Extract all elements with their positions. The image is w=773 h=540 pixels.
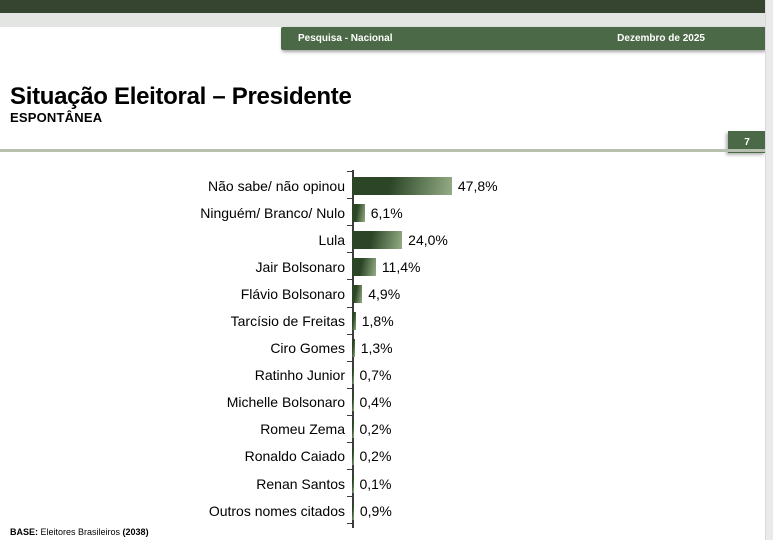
chart-row: Lula 24,0% [0, 226, 765, 253]
title-divider [0, 149, 765, 152]
page-number-badge: 7 [728, 131, 765, 153]
bar-zone: 0,2% [352, 416, 391, 443]
footer-base-text: Eleitores Brasileiros [38, 527, 123, 537]
category-label: Outros nomes citados [208, 502, 345, 519]
value-label: 24,0% [408, 231, 448, 248]
chart-row: Renan Santos 0,1% [0, 470, 765, 497]
axis-tick [347, 496, 352, 498]
bar-zone: 4,9% [352, 280, 400, 307]
category-label: Jair Bolsonaro [255, 258, 346, 275]
data-bar [352, 284, 363, 303]
category-label: Ronaldo Caiado [244, 448, 345, 465]
axis-tick [347, 171, 352, 172]
chart-row: Michelle Bolsonaro 0,4% [0, 389, 765, 416]
value-label: 0,2% [359, 448, 392, 465]
category-label: Flávio Bolsonaro [240, 285, 345, 302]
chart-row: Romeu Zema 0,2% [0, 416, 765, 443]
value-label: 1,3% [360, 340, 393, 357]
data-bar [352, 447, 354, 466]
data-bar [352, 339, 355, 358]
category-label: Michelle Bolsonaro [226, 394, 345, 411]
category-label: Ninguém/ Branco/ Nulo [200, 204, 345, 221]
banner-survey-label: Pesquisa - Nacional [298, 33, 393, 44]
data-bar [352, 312, 356, 331]
axis-tick [347, 442, 352, 443]
chart-row: Ciro Gomes 1,3% [0, 335, 765, 362]
bar-zone: 0,2% [352, 443, 391, 470]
value-label: 0,4% [359, 394, 392, 411]
bar-zone: 0,7% [352, 362, 391, 389]
axis-tick [347, 252, 352, 254]
category-label: Romeu Zema [260, 421, 345, 438]
chart-row: Ninguém/ Branco/ Nulo 6,1% [0, 199, 765, 226]
data-bar [352, 474, 354, 493]
axis-tick [347, 387, 352, 389]
axis-tick [347, 279, 352, 281]
bar-zone: 11,4% [352, 253, 420, 280]
data-bar [352, 420, 354, 439]
chart-row: Jair Bolsonaro 11,4% [0, 253, 765, 280]
axis-tick [347, 333, 352, 335]
axis-tick [347, 360, 352, 362]
value-label: 0,2% [359, 421, 392, 438]
data-bar [352, 393, 354, 412]
axis-tick [347, 306, 352, 308]
axis-tick [347, 198, 352, 200]
data-bar [352, 366, 354, 385]
category-label: Ratinho Junior [254, 367, 345, 384]
category-label: Ciro Gomes [270, 340, 345, 357]
banner-date-label: Dezembro de 2025 [617, 33, 705, 44]
data-bar [352, 230, 403, 249]
value-label: 0,9% [359, 502, 392, 519]
footer-base-count: (2038) [122, 527, 149, 537]
bar-zone: 1,8% [352, 307, 394, 334]
data-bar [352, 176, 452, 195]
chart-row: Ratinho Junior 0,7% [0, 362, 765, 389]
axis-tick [347, 469, 352, 471]
value-label: 4,9% [368, 285, 401, 302]
bar-zone: 0,9% [352, 497, 392, 524]
bar-zone: 1,3% [352, 335, 393, 362]
page-subtitle: ESPONTÂNEA [10, 110, 103, 125]
chart-row: Flávio Bolsonaro 4,9% [0, 280, 765, 307]
bar-chart: Não sabe/ não opinou 47,8% Ninguém/ Branco… [0, 170, 765, 532]
chart-row: Ronaldo Caiado 0,2% [0, 443, 765, 470]
category-label: Tarcísio de Freitas [230, 313, 345, 330]
bar-zone: 24,0% [352, 226, 448, 253]
bar-zone: 0,4% [352, 389, 391, 416]
top-gray-strip [0, 13, 765, 27]
value-label: 0,1% [359, 475, 392, 492]
data-bar [352, 257, 376, 276]
bar-zone: 6,1% [352, 199, 403, 226]
top-accent-bar [0, 0, 765, 13]
category-label: Renan Santos [256, 475, 345, 492]
header-banner: Pesquisa - Nacional Dezembro de 2025 [281, 27, 765, 50]
bar-zone: 47,8% [352, 172, 498, 199]
category-label: Não sabe/ não opinou [208, 177, 345, 194]
chart-row: Não sabe/ não opinou 47,8% [0, 172, 765, 199]
viewer-right-gutter [765, 0, 773, 540]
axis-tick [347, 225, 352, 227]
chart-row: Tarcísio de Freitas 1,8% [0, 307, 765, 334]
value-label: 6,1% [370, 204, 403, 221]
value-label: 1,8% [361, 313, 394, 330]
data-bar [352, 501, 354, 520]
bar-zone: 0,1% [352, 470, 391, 497]
category-label: Lula [318, 231, 345, 248]
value-label: 47,8% [457, 177, 498, 194]
value-label: 11,4% [381, 258, 421, 275]
value-label: 0,7% [359, 367, 392, 384]
chart-row: Outros nomes citados 0,9% [0, 497, 765, 524]
data-bar [352, 203, 365, 222]
footer-base-note: BASE: Eleitores Brasileiros (2038) [10, 527, 149, 537]
footer-base-label: BASE: [10, 527, 39, 537]
axis-tick [347, 414, 352, 416]
page-title: Situação Eleitoral – Presidente [10, 83, 352, 110]
axis-tick [347, 523, 352, 525]
